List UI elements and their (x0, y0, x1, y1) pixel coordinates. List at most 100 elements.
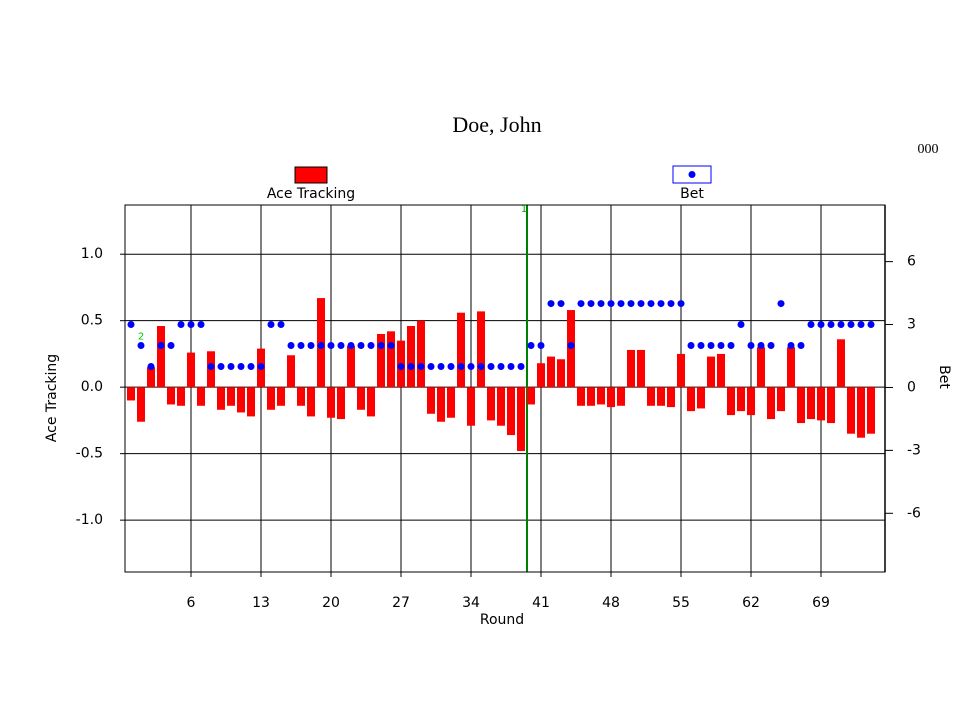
x-tick-label: 34 (462, 595, 480, 611)
y-tick-label: 0.0 (81, 379, 103, 395)
bar (327, 387, 335, 418)
bar (267, 387, 275, 410)
bet-point (637, 300, 645, 308)
annotation: 2 (138, 332, 144, 343)
bar (737, 387, 745, 412)
y-tick-label: 1.0 (81, 246, 103, 262)
bet-point (287, 342, 295, 350)
bar (137, 387, 145, 422)
bet-point (357, 342, 365, 350)
bar (817, 387, 825, 421)
legend-swatch (294, 166, 328, 184)
bet-point (797, 342, 805, 350)
bet-point (307, 342, 315, 350)
bar (547, 356, 555, 388)
bar (167, 387, 175, 405)
bet-point (177, 321, 185, 329)
bet-point (347, 342, 355, 350)
bar (227, 387, 235, 406)
y2-tick-label: -6 (907, 505, 921, 521)
y-tick-label: -0.5 (76, 446, 103, 462)
bet-point (577, 300, 585, 308)
bet-point (787, 342, 795, 350)
bet-point (367, 342, 375, 350)
bet-point (487, 362, 495, 370)
bet-point (847, 321, 855, 329)
bar (447, 387, 455, 418)
bet-point (257, 362, 265, 370)
bar (847, 387, 855, 434)
bet-point (237, 362, 245, 370)
bar (757, 347, 765, 388)
bet-point (777, 300, 785, 308)
bar (787, 347, 795, 388)
bar (357, 387, 365, 410)
bar (587, 387, 595, 406)
bar (667, 387, 675, 408)
bet-point (567, 342, 575, 350)
bar (657, 387, 665, 406)
bar (437, 387, 445, 422)
legend-label: Ace Tracking (267, 186, 355, 202)
bet-point (587, 300, 595, 308)
bar (647, 387, 655, 406)
bet-point (687, 342, 695, 350)
bet-point (527, 342, 535, 350)
bar (297, 387, 305, 406)
bet-point (697, 342, 705, 350)
bar (457, 312, 465, 388)
bet-point (247, 362, 255, 370)
bar (217, 387, 225, 410)
y2-tick-label: 3 (907, 317, 916, 333)
bar (387, 331, 395, 388)
bar (157, 326, 165, 388)
bar (597, 387, 605, 405)
bet-point (737, 321, 745, 329)
y2-tick-label: -3 (907, 442, 921, 458)
bar (837, 339, 845, 388)
bet-point (507, 362, 515, 370)
x-tick-label: 62 (742, 595, 760, 611)
x-tick-label: 41 (532, 595, 550, 611)
bet-point (147, 362, 155, 370)
bet-point (197, 321, 205, 329)
bar (277, 387, 285, 406)
bet-point (677, 300, 685, 308)
bet-point (707, 342, 715, 350)
bet-point (437, 362, 445, 370)
corner-text: 000 (918, 142, 939, 157)
bar (197, 387, 205, 406)
bet-point (667, 300, 675, 308)
bar (247, 387, 255, 417)
bet-point (457, 362, 465, 370)
bar (427, 387, 435, 414)
bar (767, 387, 775, 420)
bar (727, 387, 735, 416)
bet-point (857, 321, 865, 329)
x-axis-label: Round (480, 612, 524, 628)
bar (627, 349, 635, 388)
bet-point (827, 321, 835, 329)
bet-point (337, 342, 345, 350)
y-axis-label: Ace Tracking (44, 354, 60, 442)
x-tick-label: 6 (187, 595, 196, 611)
bar (617, 387, 625, 406)
bar (507, 387, 515, 436)
bet-point (497, 362, 505, 370)
bar (347, 345, 355, 388)
bet-point (717, 342, 725, 350)
bar (607, 387, 615, 408)
bet-point (647, 300, 655, 308)
bet-point (167, 342, 175, 350)
bar (677, 353, 685, 388)
bar (147, 367, 155, 388)
x-tick-label: 69 (812, 595, 830, 611)
bet-point (807, 321, 815, 329)
bar (487, 387, 495, 421)
bet-point (157, 342, 165, 350)
bet-point (277, 321, 285, 329)
bar (777, 387, 785, 412)
bet-point (327, 342, 335, 350)
bet-point (267, 321, 275, 329)
